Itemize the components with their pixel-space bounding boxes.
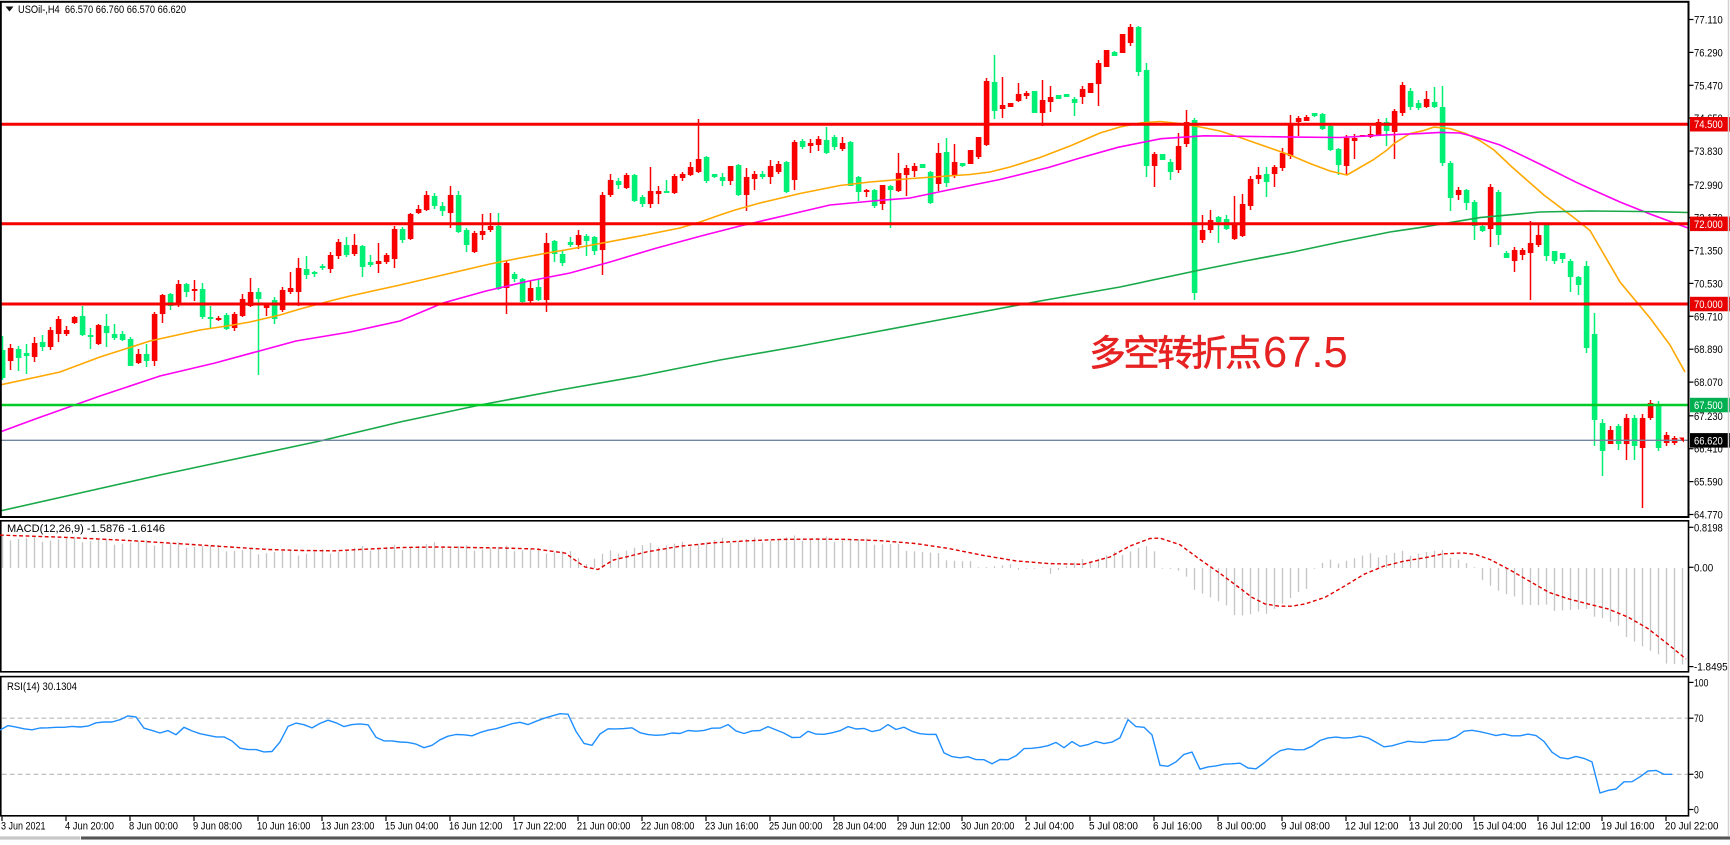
svg-text:23 Jun 16:00: 23 Jun 16:00	[705, 821, 758, 833]
svg-text:100: 100	[1694, 677, 1708, 689]
svg-text:70.000: 70.000	[1694, 299, 1723, 311]
svg-text:73.830: 73.830	[1694, 146, 1723, 158]
svg-text:68.070: 68.070	[1694, 377, 1723, 389]
svg-text:9 Jul 08:00: 9 Jul 08:00	[1281, 821, 1330, 833]
svg-text:5 Jul 08:00: 5 Jul 08:00	[1089, 821, 1138, 833]
svg-text:13 Jul 20:00: 13 Jul 20:00	[1409, 821, 1462, 833]
svg-text:29 Jun 12:00: 29 Jun 12:00	[897, 821, 950, 833]
svg-text:17 Jun 22:00: 17 Jun 22:00	[513, 821, 566, 833]
svg-text:25 Jun 00:00: 25 Jun 00:00	[769, 821, 822, 833]
svg-text:75.470: 75.470	[1694, 80, 1723, 92]
svg-text:2 Jul 04:00: 2 Jul 04:00	[1025, 821, 1074, 833]
svg-text:RSI(14) 30.1304: RSI(14) 30.1304	[7, 681, 77, 693]
svg-text:69.710: 69.710	[1694, 311, 1723, 323]
svg-text:6 Jul 16:00: 6 Jul 16:00	[1153, 821, 1202, 833]
svg-text:8 Jun 00:00: 8 Jun 00:00	[129, 821, 178, 833]
svg-text:20 Jul 22:00: 20 Jul 22:00	[1665, 821, 1718, 833]
svg-text:77.110: 77.110	[1694, 15, 1723, 27]
svg-text:66.620: 66.620	[1694, 435, 1723, 447]
svg-text:70.530: 70.530	[1694, 278, 1723, 290]
svg-text:30 Jun 20:00: 30 Jun 20:00	[961, 821, 1014, 833]
svg-text:15 Jun 04:00: 15 Jun 04:00	[385, 821, 438, 833]
svg-text:12 Jul 12:00: 12 Jul 12:00	[1345, 821, 1398, 833]
svg-text:70: 70	[1694, 713, 1704, 725]
svg-text:USOil-,H4 66.570 66.760 66.57: USOil-,H4 66.570 66.760 66.570 66.620	[18, 4, 186, 16]
svg-text:65.590: 65.590	[1694, 477, 1723, 489]
svg-text:15 Jul 04:00: 15 Jul 04:00	[1473, 821, 1526, 833]
svg-text:21 Jun 00:00: 21 Jun 00:00	[577, 821, 630, 833]
svg-text:0.8198: 0.8198	[1694, 522, 1723, 534]
svg-text:9 Jun 08:00: 9 Jun 08:00	[193, 821, 242, 833]
svg-text:76.290: 76.290	[1694, 47, 1723, 59]
svg-text:-1.8495: -1.8495	[1694, 662, 1728, 674]
svg-text:4 Jun 20:00: 4 Jun 20:00	[65, 821, 114, 833]
svg-text:74.500: 74.500	[1694, 119, 1723, 131]
svg-text:28 Jun 04:00: 28 Jun 04:00	[833, 821, 886, 833]
svg-text:0.00: 0.00	[1694, 562, 1713, 574]
svg-text:19 Jul 16:00: 19 Jul 16:00	[1601, 821, 1654, 833]
svg-text:64.770: 64.770	[1694, 510, 1723, 522]
svg-text:22 Jun 08:00: 22 Jun 08:00	[641, 821, 694, 833]
svg-text:16 Jun 12:00: 16 Jun 12:00	[449, 821, 502, 833]
svg-text:13 Jun 23:00: 13 Jun 23:00	[321, 821, 374, 833]
svg-text:72.990: 72.990	[1694, 180, 1723, 192]
svg-text:16 Jul 12:00: 16 Jul 12:00	[1537, 821, 1590, 833]
svg-text:67.500: 67.500	[1694, 400, 1723, 412]
svg-text:10 Jun 16:00: 10 Jun 16:00	[257, 821, 310, 833]
svg-text:MACD(12,26,9) -1.5876 -1.6146: MACD(12,26,9) -1.5876 -1.6146	[7, 523, 165, 535]
svg-text:3 Jun 2021: 3 Jun 2021	[1, 821, 46, 833]
svg-text:68.890: 68.890	[1694, 344, 1723, 356]
svg-text:67.230: 67.230	[1694, 411, 1723, 423]
svg-text:8 Jul 00:00: 8 Jul 00:00	[1217, 821, 1266, 833]
svg-text:72.000: 72.000	[1694, 219, 1723, 231]
svg-text:30: 30	[1694, 769, 1704, 781]
svg-text:67.5: 67.5	[1263, 329, 1348, 377]
svg-text:71.350: 71.350	[1694, 246, 1723, 258]
svg-text:0: 0	[1694, 805, 1699, 817]
